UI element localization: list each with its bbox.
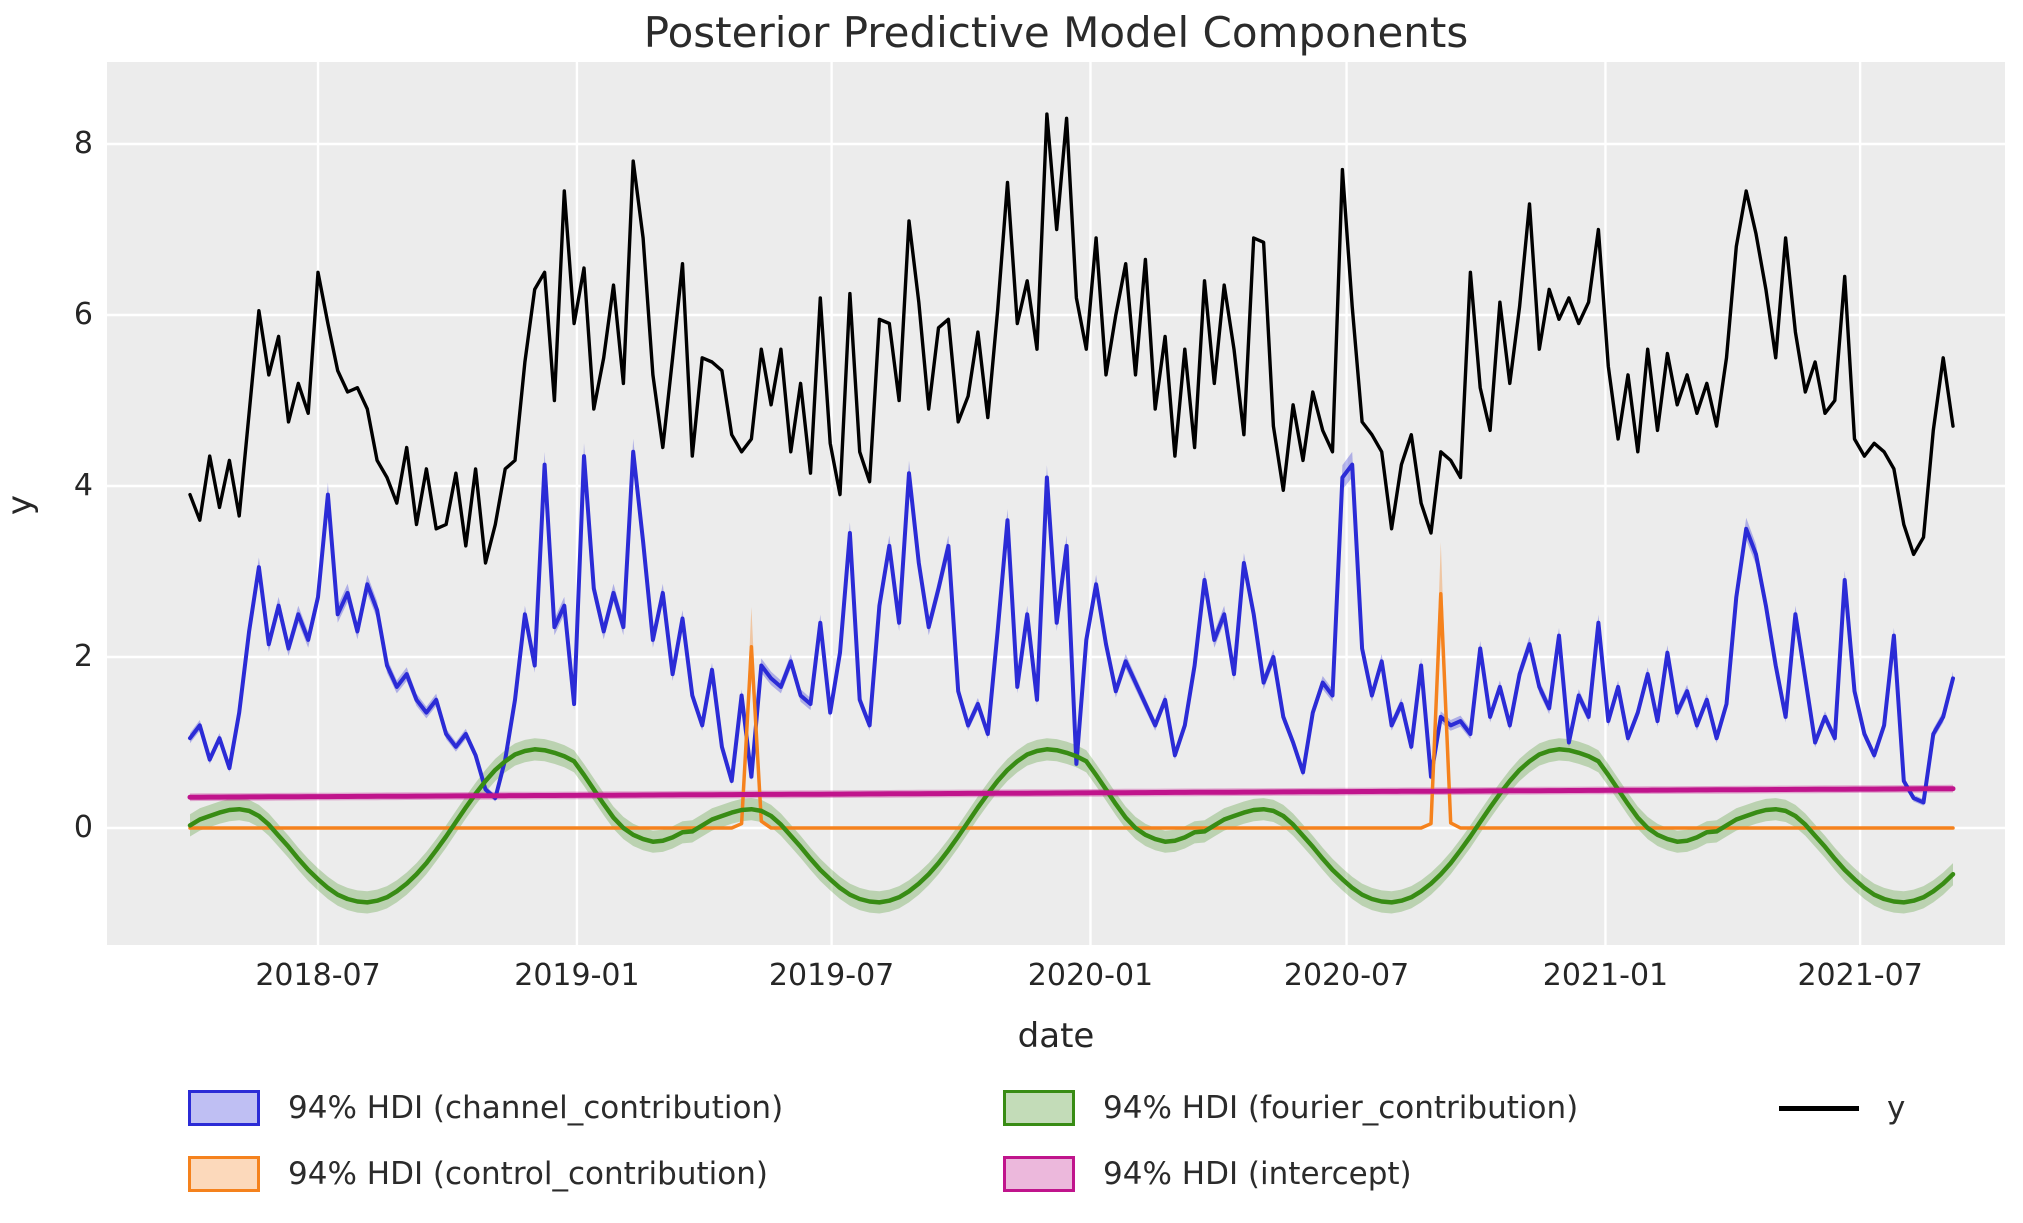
legend-item-94-hdi-intercept-: 94% HDI (intercept) [1003,1152,1578,1196]
legend-label: 94% HDI (intercept) [1103,1156,1412,1192]
y-tick-label: 8 [73,126,93,161]
x-tick-label: 2018-07 [255,958,381,993]
x-tick-label: 2021-07 [1797,958,1923,993]
x-tick-label: 2019-07 [768,958,895,993]
legend-label: 94% HDI (fourier_contribution) [1103,1090,1579,1126]
legend-label: y [1887,1090,1906,1126]
intercept-line [187,786,1956,800]
fourier_contribution-line [187,747,1956,905]
y-tick-label: 4 [73,468,93,503]
x-tick-label: 2019-01 [514,958,640,993]
legend-item-94-hdi-fourier-contribution-: 94% HDI (fourier_contribution) [1003,1086,1578,1130]
y-tick-label: 6 [73,297,93,332]
legend-patch-swatch [188,1156,260,1192]
legend-patch-swatch [1003,1090,1075,1126]
control_contribution-line [188,591,1955,830]
chart-title: Posterior Predictive Model Components [643,8,1469,57]
legend-patch-swatch [188,1090,260,1126]
legend-column: 94% HDI (fourier_contribution) 94% HDI (i… [1003,1086,1578,1218]
y-tick-label: 2 [73,639,93,674]
legend-column: y [1779,1086,1905,1152]
legend-column: 94% HDI (channel_contribution) 94% HDI (c… [188,1086,783,1218]
fourier_contribution-hdi-band [190,738,1953,914]
legend-item-94-hdi-control-contribution-: 94% HDI (control_contribution) [188,1152,783,1196]
x-tick-label: 2021-01 [1542,958,1669,993]
x-tick-label: 2020-07 [1283,958,1410,993]
legend-item-94-hdi-channel-contribution-: 94% HDI (channel_contribution) [188,1086,783,1130]
legend-item-y: y [1779,1086,1905,1130]
legend-label: 94% HDI (channel_contribution) [288,1090,784,1126]
legend-patch-swatch [1003,1156,1075,1192]
x-axis-label: date [1017,1016,1095,1056]
y-line [188,112,1955,565]
legend-label: 94% HDI (control_contribution) [288,1156,768,1192]
legend-line-swatch [1779,1105,1859,1111]
x-tick-label: 2020-01 [1027,958,1154,993]
y-tick-label: 0 [73,810,93,845]
